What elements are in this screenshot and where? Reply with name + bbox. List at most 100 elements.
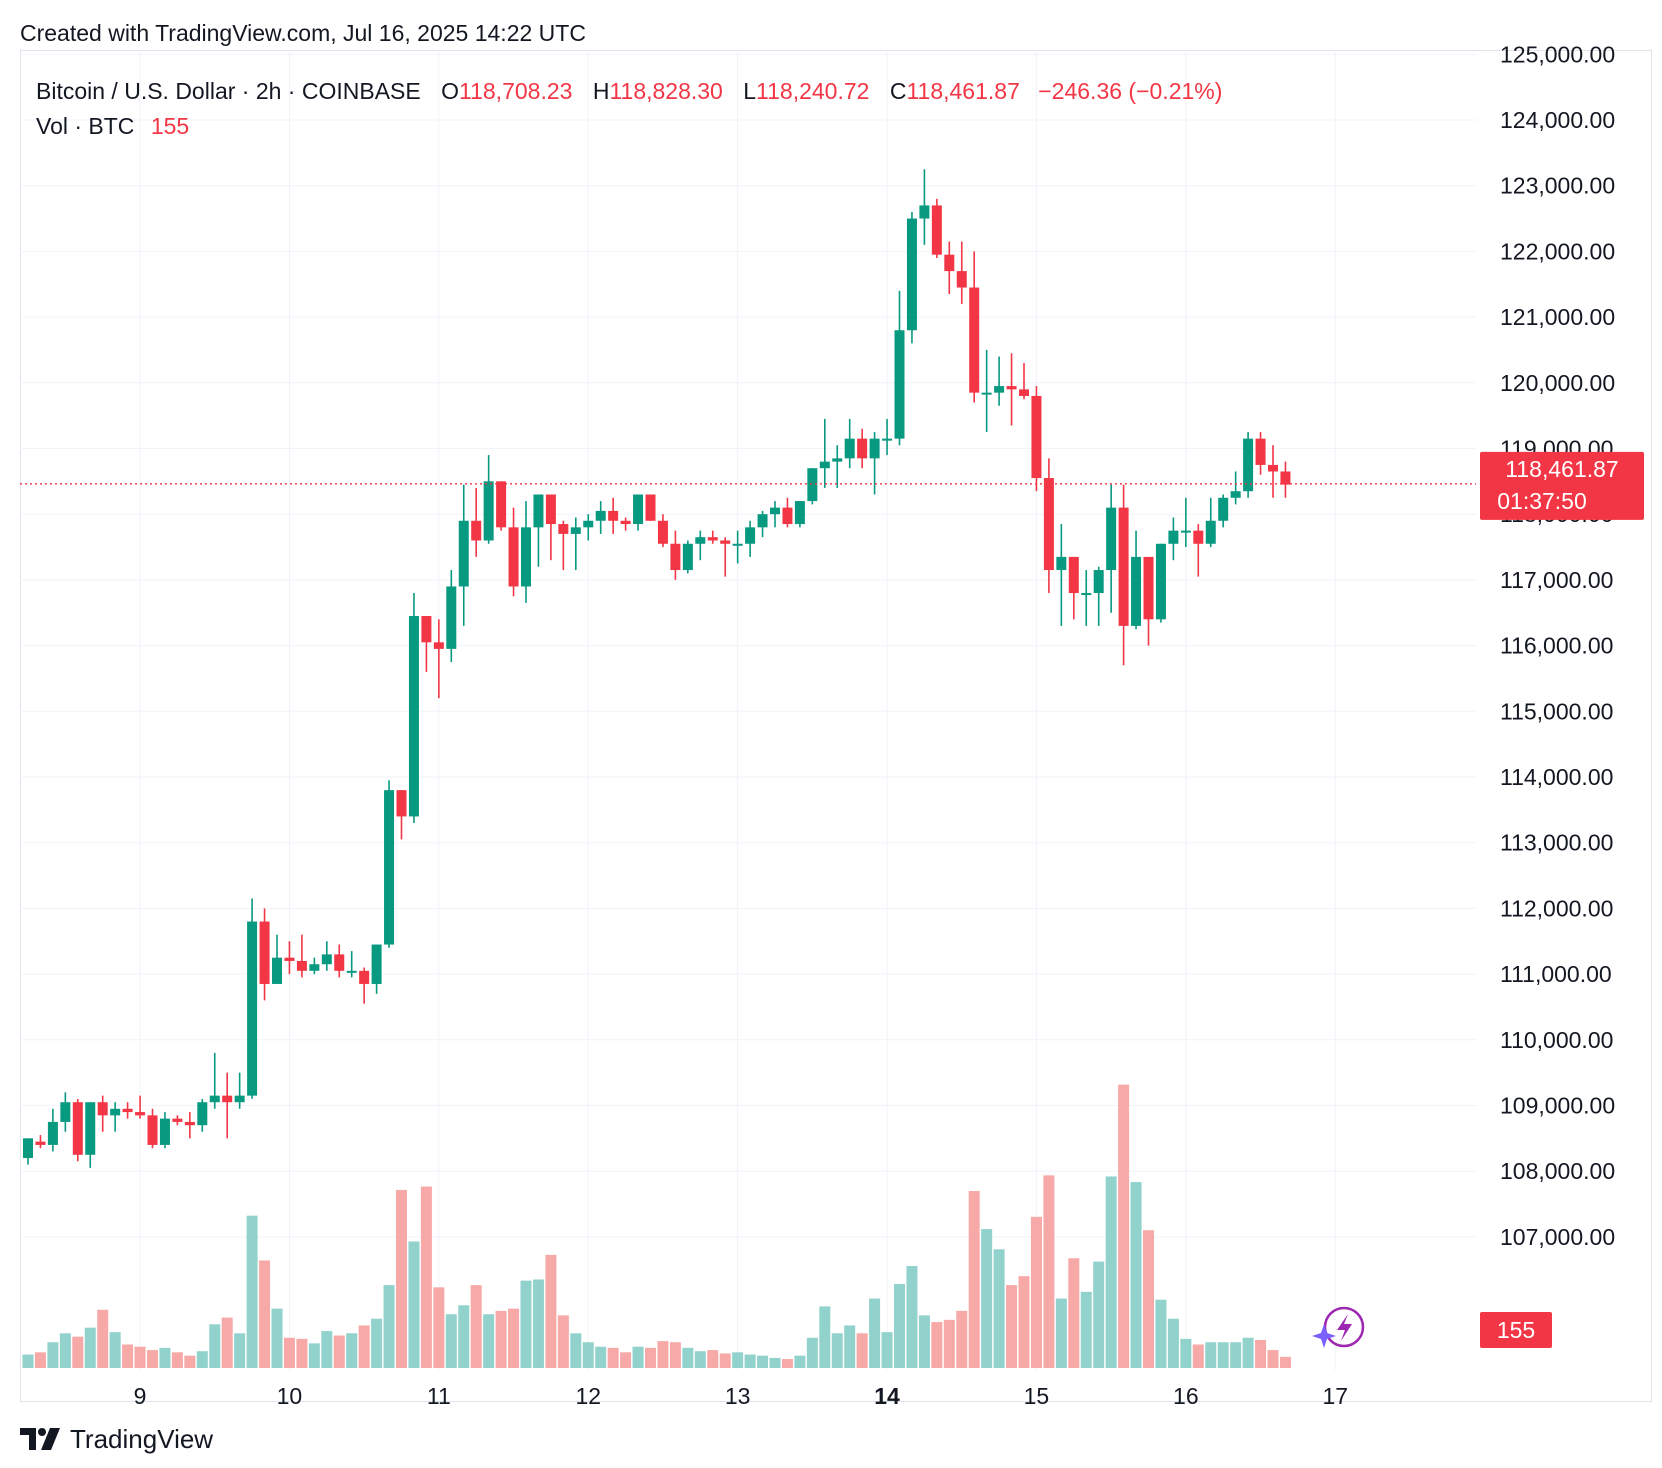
candle-body bbox=[882, 438, 893, 441]
volume-bar bbox=[159, 1347, 171, 1368]
candle-body bbox=[1131, 556, 1142, 626]
close-label: C bbox=[889, 78, 907, 104]
volume-bar bbox=[445, 1314, 457, 1368]
candle-body bbox=[184, 1121, 195, 1126]
price-tick-label: 125,000.00 bbox=[1500, 41, 1615, 67]
volume-bar bbox=[97, 1309, 109, 1368]
candle-body bbox=[421, 616, 432, 643]
volume-bar bbox=[1267, 1350, 1279, 1368]
time-tick-label: 17 bbox=[1322, 1383, 1348, 1409]
volume-bar bbox=[520, 1280, 532, 1368]
candle-body bbox=[1118, 507, 1129, 626]
price-candles bbox=[23, 169, 1291, 1168]
candle-body bbox=[533, 494, 544, 528]
lightning-sparkle-icon bbox=[1312, 1306, 1365, 1348]
candle-body bbox=[1180, 530, 1191, 533]
candle-body bbox=[832, 458, 843, 462]
candle-body bbox=[1006, 386, 1017, 390]
candle-body bbox=[135, 1112, 146, 1116]
footer-brand[interactable]: TradingView bbox=[20, 1422, 213, 1456]
volume-bar bbox=[259, 1260, 271, 1368]
volume-bar bbox=[458, 1305, 470, 1368]
candle-body bbox=[284, 957, 295, 961]
volume-bar bbox=[433, 1287, 445, 1368]
volume-bar bbox=[1055, 1298, 1067, 1368]
high-label: H bbox=[592, 78, 610, 104]
volume-bar bbox=[508, 1308, 520, 1368]
volume-bar bbox=[956, 1310, 968, 1368]
candle-body bbox=[197, 1102, 208, 1126]
candle-body bbox=[1268, 464, 1278, 472]
candle-body bbox=[720, 540, 731, 544]
close-value: 118,461.87 bbox=[906, 78, 1020, 104]
price-tick-label: 124,000.00 bbox=[1500, 107, 1615, 133]
volume-bar bbox=[1030, 1216, 1042, 1368]
price-tick-label: 114,000.00 bbox=[1500, 764, 1613, 790]
volume-bar bbox=[719, 1353, 731, 1368]
candle-body bbox=[458, 520, 469, 587]
candle-body bbox=[72, 1102, 83, 1155]
volume-bar bbox=[308, 1343, 320, 1368]
candle-body bbox=[633, 494, 644, 525]
volume-bars bbox=[22, 1084, 1291, 1368]
volume-bar bbox=[296, 1338, 308, 1368]
volume-bar bbox=[881, 1332, 893, 1368]
volume-bar bbox=[283, 1337, 295, 1368]
candle-body bbox=[23, 1138, 33, 1159]
volume-bar bbox=[632, 1346, 644, 1368]
volume-bar bbox=[831, 1333, 843, 1368]
open-value: 118,708.23 bbox=[459, 78, 573, 104]
price-axis: 107,000.00 108,000.00 109,000.00 110,000.00… bbox=[1500, 41, 1615, 1250]
volume-bar bbox=[1279, 1356, 1291, 1368]
volume-title[interactable]: Vol · BTC bbox=[36, 113, 135, 139]
volume-bar bbox=[371, 1318, 383, 1368]
volume-bar bbox=[408, 1241, 420, 1368]
candle-body bbox=[857, 438, 868, 459]
candle-body bbox=[60, 1102, 71, 1122]
volume-bar bbox=[582, 1342, 594, 1368]
volume-bar bbox=[1255, 1340, 1267, 1368]
volume-bar bbox=[47, 1342, 59, 1368]
candle-body bbox=[172, 1118, 183, 1122]
candle-body bbox=[1193, 530, 1204, 544]
volume-bar bbox=[84, 1327, 96, 1368]
candle-body bbox=[209, 1095, 220, 1103]
volume-bar bbox=[757, 1355, 769, 1368]
candle-body bbox=[85, 1102, 96, 1155]
volume-bar bbox=[1217, 1342, 1229, 1368]
candle-body bbox=[1218, 497, 1229, 521]
candle-body bbox=[1205, 520, 1216, 544]
volume-bar bbox=[147, 1350, 158, 1368]
volume-bar bbox=[184, 1355, 196, 1368]
volume-bar bbox=[968, 1191, 980, 1368]
price-tick-label: 110,000.00 bbox=[1500, 1027, 1613, 1053]
time-tick-label: 12 bbox=[575, 1383, 601, 1409]
volume-bar bbox=[1180, 1338, 1192, 1368]
symbol-title[interactable]: Bitcoin / U.S. Dollar · 2h · COINBASE bbox=[36, 78, 421, 104]
bar-countdown-label: 01:37:50 bbox=[1497, 488, 1587, 514]
volume-bar bbox=[894, 1284, 905, 1368]
candle-body bbox=[1056, 556, 1067, 571]
volume-bar bbox=[1080, 1291, 1092, 1368]
price-tick-label: 112,000.00 bbox=[1500, 895, 1613, 921]
volume-bar bbox=[1006, 1285, 1018, 1368]
volume-bar bbox=[1167, 1318, 1179, 1368]
candle-body bbox=[807, 468, 818, 502]
volume-bar bbox=[557, 1315, 569, 1368]
volume-bar bbox=[1205, 1342, 1217, 1368]
candle-body bbox=[1168, 530, 1179, 544]
volume-bar bbox=[221, 1317, 233, 1368]
volume-bar bbox=[819, 1306, 831, 1368]
candle-body bbox=[446, 586, 457, 649]
candle-body bbox=[471, 520, 482, 541]
volume-bar bbox=[1143, 1230, 1154, 1368]
candle-body bbox=[384, 790, 395, 945]
volume-bar bbox=[744, 1354, 756, 1368]
candle-body bbox=[707, 537, 718, 541]
low-label: L bbox=[743, 78, 757, 104]
volume-bar bbox=[234, 1333, 246, 1368]
candle-body bbox=[1068, 556, 1079, 594]
volume-bar bbox=[271, 1308, 283, 1368]
candle-body bbox=[346, 970, 357, 973]
